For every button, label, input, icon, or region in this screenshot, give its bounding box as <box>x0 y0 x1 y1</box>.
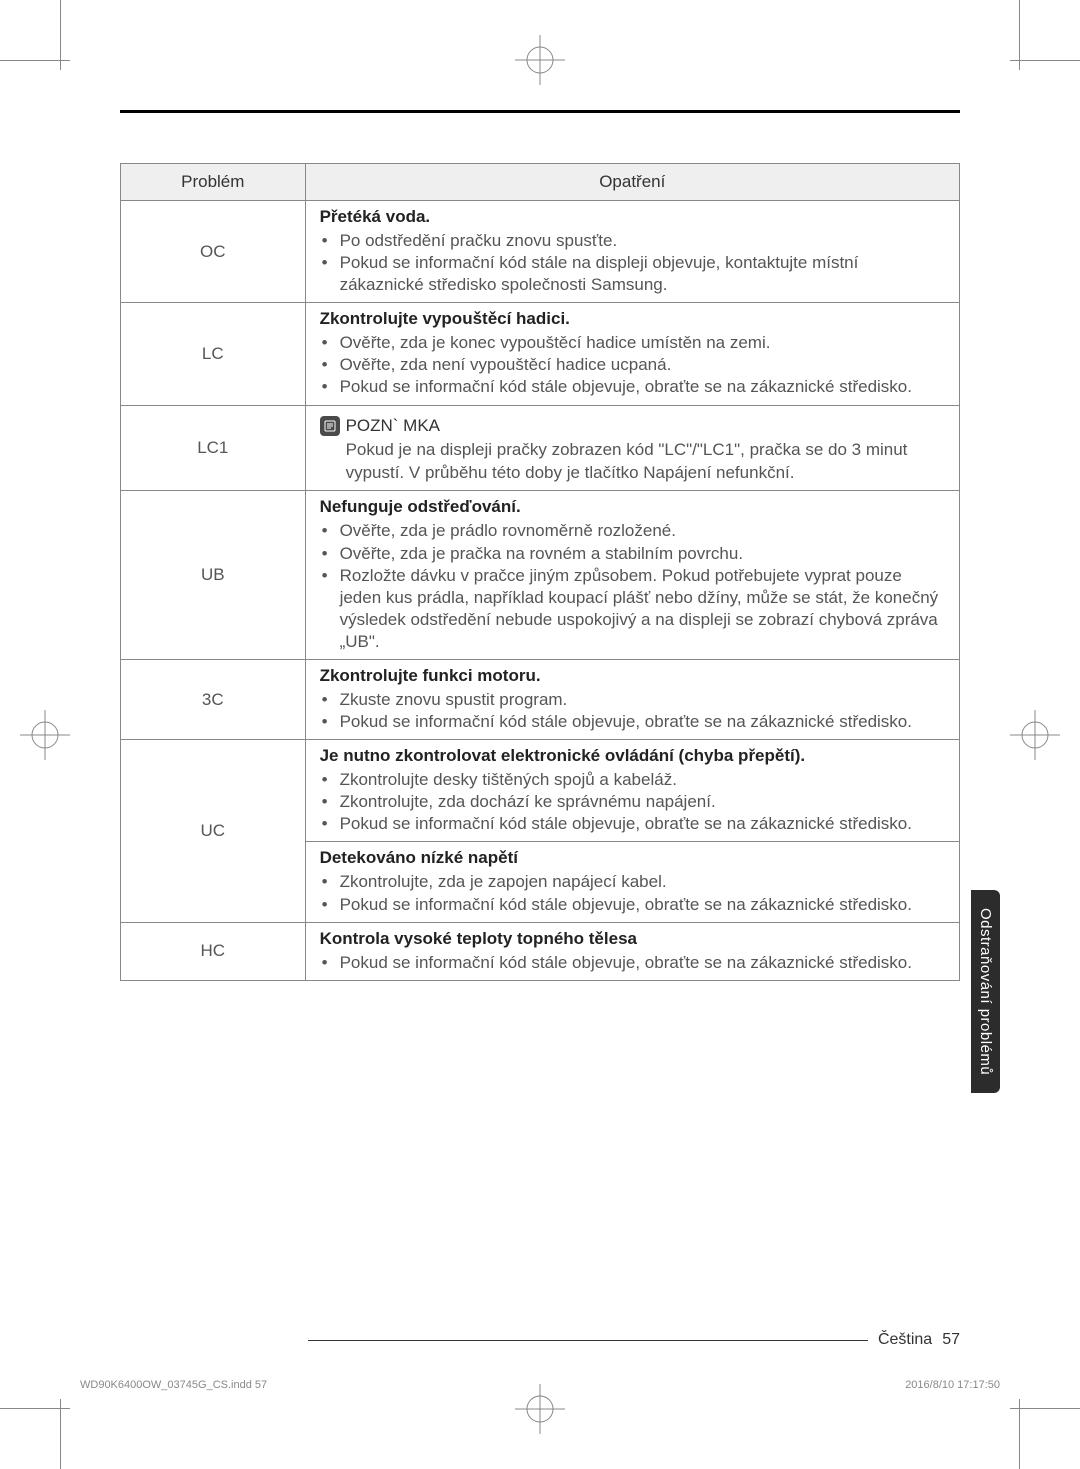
list-item: Pokud se informační kód stále objevuje, … <box>340 711 945 733</box>
action-lead: Zkontrolujte funkci motoru. <box>320 666 945 686</box>
error-action: Kontrola vysoké teploty topného tělesa P… <box>305 922 959 980</box>
list-item: Zkontrolujte desky tištěných spojů a kab… <box>340 769 945 791</box>
table-header-row: Problém Opatření <box>121 164 960 201</box>
error-action: Zkontrolujte funkci motoru. Zkuste znovu… <box>305 660 959 740</box>
note-block: POZN` MKA Pokud je na displeji pračky zo… <box>320 416 945 485</box>
crop-mark <box>60 1399 61 1469</box>
note-icon <box>320 416 340 436</box>
error-code: LC1 <box>121 405 306 491</box>
page-footer: Čeština 57 <box>308 1331 960 1349</box>
print-timestamp: 2016/8/10 17:17:50 <box>905 1379 1000 1391</box>
action-lead: Kontrola vysoké teploty topného tělesa <box>320 929 945 949</box>
print-job-footer: WD90K6400OW_03745G_CS.indd 57 2016/8/10 … <box>80 1379 1000 1391</box>
list-item: Rozložte dávku v pračce jiným způsobem. … <box>340 565 945 653</box>
section-tab: Odstraňování problémů <box>971 890 1000 1093</box>
list-item: Zkuste znovu spustit program. <box>340 689 945 711</box>
action-list: Zkontrolujte desky tištěných spojů a kab… <box>320 769 945 835</box>
crop-mark <box>1019 1399 1020 1469</box>
table-row: LC1 POZN` MKA Pokud je na displeji pračk… <box>121 405 960 491</box>
action-lead: Přetéká voda. <box>320 207 945 227</box>
crop-mark <box>0 60 70 61</box>
table-row: 3C Zkontrolujte funkci motoru. Zkuste zn… <box>121 660 960 740</box>
table-row: HC Kontrola vysoké teploty topného těles… <box>121 922 960 980</box>
crop-mark <box>0 1408 70 1409</box>
list-item: Pokud se informační kód stále objevuje, … <box>340 376 945 398</box>
page-content: Problém Opatření OC Přetéká voda. Po ods… <box>120 110 960 1329</box>
action-list: Pokud se informační kód stále objevuje, … <box>320 952 945 974</box>
footer-page-number: 57 <box>942 1331 960 1349</box>
action-lead: Detekováno nízké napětí <box>320 848 945 868</box>
action-list: Ověřte, zda je konec vypouštěcí hadice u… <box>320 332 945 398</box>
note-text: Pokud je na displeji pračky zobrazen kód… <box>320 439 945 485</box>
registration-mark-icon <box>20 710 70 760</box>
crop-mark <box>1010 1408 1080 1409</box>
error-code: LC <box>121 303 306 405</box>
error-action: Nefunguje odstřeďování. Ověřte, zda je p… <box>305 491 959 660</box>
table-row: LC Zkontrolujte vypouštěcí hadici. Ověřt… <box>121 303 960 405</box>
list-item: Pokud se informační kód stále objevuje, … <box>340 894 945 916</box>
registration-mark-icon <box>515 1384 565 1434</box>
row-internal-divider <box>306 841 959 842</box>
action-lead: Nefunguje odstřeďování. <box>320 497 945 517</box>
error-code: 3C <box>121 660 306 740</box>
action-list: Zkontrolujte, zda je zapojen napájecí ka… <box>320 871 945 915</box>
action-lead: Zkontrolujte vypouštěcí hadici. <box>320 309 945 329</box>
list-item: Zkontrolujte, zda dochází ke správnému n… <box>340 791 945 813</box>
error-code: HC <box>121 922 306 980</box>
list-item: Po odstředění pračku znovu spusťte. <box>340 230 945 252</box>
action-lead: Je nutno zkontrolovat elektronické ovlád… <box>320 746 945 766</box>
registration-mark-icon <box>515 35 565 85</box>
col-header-problem: Problém <box>121 164 306 201</box>
print-file-name: WD90K6400OW_03745G_CS.indd 57 <box>80 1379 267 1391</box>
table-row: UC Je nutno zkontrolovat elektronické ov… <box>121 740 960 922</box>
action-list: Po odstředění pračku znovu spusťte. Poku… <box>320 230 945 296</box>
error-action: Přetéká voda. Po odstředění pračku znovu… <box>305 201 959 303</box>
list-item: Pokud se informační kód stále objevuje, … <box>340 813 945 835</box>
list-item: Ověřte, zda je konec vypouštěcí hadice u… <box>340 332 945 354</box>
error-action: POZN` MKA Pokud je na displeji pračky zo… <box>305 405 959 491</box>
action-list: Ověřte, zda je prádlo rovnoměrně rozlože… <box>320 520 945 653</box>
action-list: Zkuste znovu spustit program. Pokud se i… <box>320 689 945 733</box>
registration-mark-icon <box>1010 710 1060 760</box>
error-action: Zkontrolujte vypouštěcí hadici. Ověřte, … <box>305 303 959 405</box>
list-item: Ověřte, zda je prádlo rovnoměrně rozlože… <box>340 520 945 542</box>
table-row: UB Nefunguje odstřeďování. Ověřte, zda j… <box>121 491 960 660</box>
note-label: POZN` MKA <box>320 416 945 436</box>
list-item: Pokud se informační kód stále na displej… <box>340 252 945 296</box>
col-header-action: Opatření <box>305 164 959 201</box>
troubleshooting-table: Problém Opatření OC Přetéká voda. Po ods… <box>120 163 960 981</box>
list-item: Ověřte, zda je pračka na rovném a stabil… <box>340 543 945 565</box>
list-item: Zkontrolujte, zda je zapojen napájecí ka… <box>340 871 945 893</box>
list-item: Pokud se informační kód stále objevuje, … <box>340 952 945 974</box>
crop-mark <box>1010 60 1080 61</box>
list-item: Ověřte, zda není vypouštěcí hadice ucpan… <box>340 354 945 376</box>
section-rule <box>120 110 960 113</box>
footer-language: Čeština <box>878 1331 932 1349</box>
table-row: OC Přetéká voda. Po odstředění pračku zn… <box>121 201 960 303</box>
error-code: UC <box>121 740 306 922</box>
error-code: OC <box>121 201 306 303</box>
error-code: UB <box>121 491 306 660</box>
error-action: Je nutno zkontrolovat elektronické ovlád… <box>305 740 959 922</box>
note-label-text: POZN` MKA <box>346 416 440 436</box>
footer-rule <box>308 1340 868 1341</box>
